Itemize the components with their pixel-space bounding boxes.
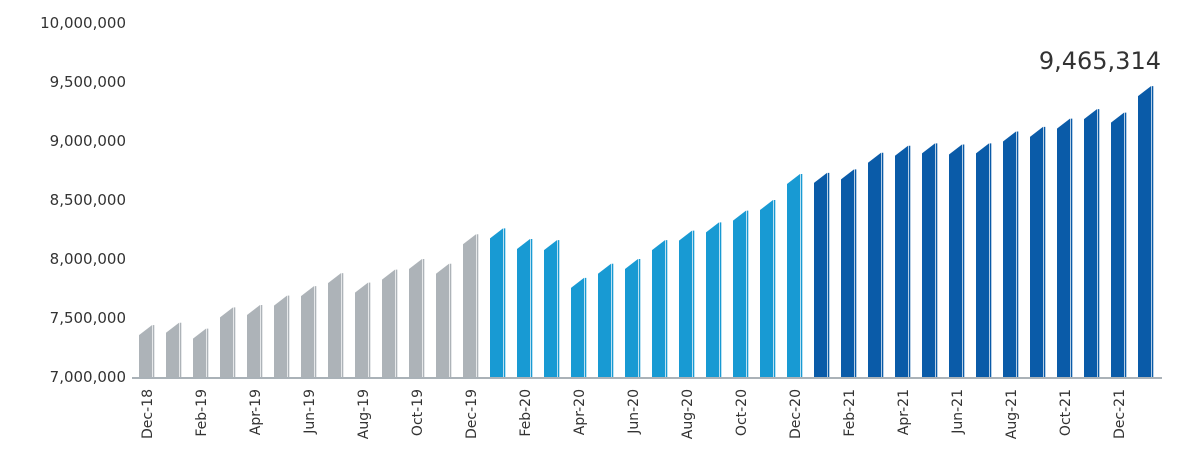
bar [976,143,989,377]
x-tick-label: Apr-21 [896,389,912,435]
bar [922,143,935,377]
x-tick-label: Dec-20 [788,389,804,439]
bar [895,145,908,377]
x-tick-label: Feb-21 [842,389,858,437]
bar [706,222,719,377]
bar [544,240,557,377]
bar [220,307,233,377]
y-axis-tick-labels: 7,000,000 7,500,000 8,000,000 8,500,000 9,00… [40,14,126,386]
bar [1057,118,1070,377]
bar [382,269,395,377]
bar [1030,126,1043,377]
bar [598,263,611,377]
x-axis-tick-labels: Dec-18 Feb-19 Apr-19 Jun-19 Aug-19 Oct-19 Dec-… [140,389,1128,439]
x-tick-label: Oct-20 [734,389,750,436]
bar [787,174,800,377]
y-tick-label: 7,500,000 [50,309,126,327]
bar [490,228,503,377]
x-tick-label: Apr-19 [248,389,264,435]
bar [409,259,422,377]
x-tick-label: Apr-20 [572,389,588,435]
x-tick-label: Aug-21 [1004,389,1020,439]
y-tick-label: 9,500,000 [50,73,126,91]
bar [193,328,206,377]
bar [733,210,746,377]
bar [679,230,692,377]
x-tick-label: Feb-20 [518,389,534,437]
y-tick-label: 8,000,000 [50,250,126,268]
bar [571,277,584,377]
bar [517,238,530,377]
x-tick-label: Oct-19 [410,389,426,436]
bar [166,322,179,377]
x-tick-label: Oct-21 [1058,389,1074,436]
x-tick-label: Dec-21 [1112,389,1128,439]
bar [463,234,476,377]
bar [139,325,152,377]
x-tick-label: Dec-19 [464,389,480,439]
bar [328,273,341,377]
x-tick-label: Jun-21 [950,389,966,435]
bar [274,295,287,377]
bar [1111,112,1124,378]
bar [949,144,962,377]
x-tick-label: Jun-20 [626,389,642,435]
y-tick-label: 10,000,000 [40,14,126,32]
bar [355,282,368,377]
bar [652,240,665,377]
bar [1003,131,1016,377]
bar [301,286,314,377]
bar [814,172,827,377]
last-value-callout: 9,465,314 [1039,47,1161,75]
bar [436,263,449,377]
bar [247,305,260,377]
y-tick-label: 8,500,000 [50,191,126,209]
x-tick-label: Aug-19 [356,389,372,439]
y-tick-label: 9,000,000 [50,132,126,150]
bar [868,152,881,377]
x-tick-label: Dec-18 [140,389,156,439]
bar [760,200,773,377]
bar [625,259,638,377]
x-tick-label: Jun-19 [302,389,318,435]
bar [1084,109,1097,377]
bar-series [139,86,1154,378]
bar [841,169,854,377]
y-tick-label: 7,000,000 [50,368,126,386]
x-tick-label: Feb-19 [194,389,210,437]
x-tick-label: Aug-20 [680,389,696,439]
bar [1138,86,1151,377]
